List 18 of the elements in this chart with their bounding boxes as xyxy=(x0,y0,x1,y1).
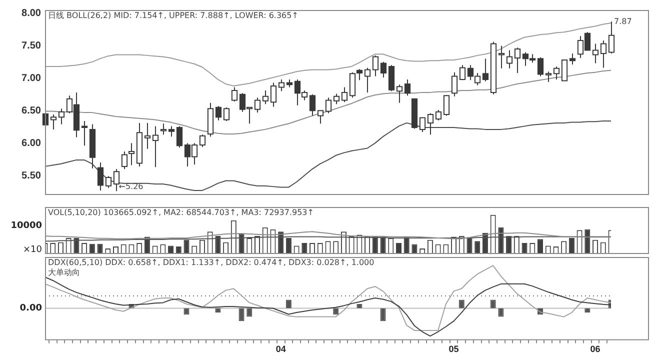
annotation: 大单动向 xyxy=(48,268,80,278)
x-tick-label: 06 xyxy=(590,344,600,354)
x-tick-label: 05 xyxy=(448,344,459,354)
chart-subtitle: VOL(5,10,20) 103665.092↑, MA2: 68544.703↑, MA3: 72937.953↑ xyxy=(48,208,314,218)
y-tick-label: 7.50 xyxy=(22,40,42,52)
annotation: ←5.26 xyxy=(118,182,144,192)
annotation: 10000 xyxy=(10,221,42,232)
y-tick-label: 6.00 xyxy=(22,138,42,149)
y-tick-label: 7.00 xyxy=(22,72,42,84)
chart-subtitle: DDX(60,5,10) DDX: 0.658↑, DDX1: 1.133↑, DDX2: 0.474↑, DDX3: 0.028↑, 1.000 xyxy=(48,258,374,268)
y-tick-label: 8.00 xyxy=(22,8,42,19)
annotation: ×10 xyxy=(23,244,42,255)
ref-line-label: 0.00 xyxy=(20,304,42,314)
x-tick-label: 04 xyxy=(276,344,286,354)
annotation: 7.87 xyxy=(614,16,632,26)
y-tick-label: 6.50 xyxy=(22,105,42,116)
y-tick-label: 5.50 xyxy=(22,170,42,182)
chart-subtitle: 日线 BOLL(26,2) MID: 7.154↑, UPPER: 7.888↑, LOWER: 6.365↑ xyxy=(48,11,298,20)
